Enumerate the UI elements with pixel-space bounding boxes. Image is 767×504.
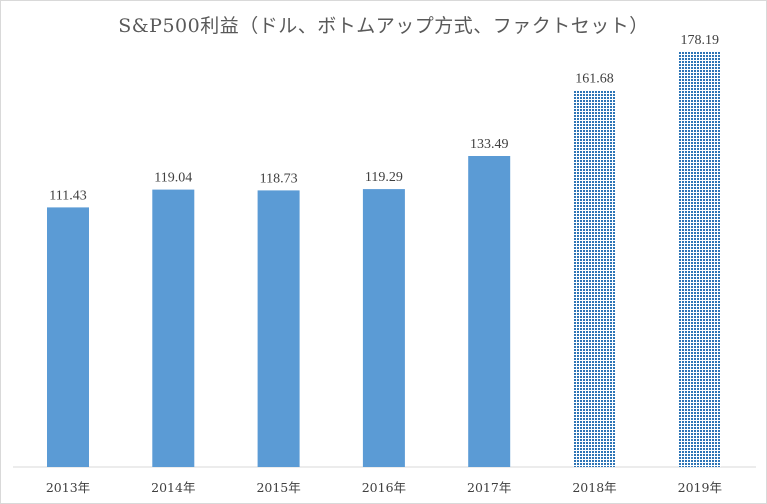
bar-2014年 bbox=[152, 189, 195, 467]
bar-2013年 bbox=[47, 207, 89, 467]
bar-2017年 bbox=[468, 156, 511, 467]
bar-2016年 bbox=[362, 189, 405, 467]
x-tick-label: 2018年 bbox=[572, 480, 616, 495]
data-label: 178.19 bbox=[681, 33, 720, 48]
x-tick-label: 2017年 bbox=[467, 480, 511, 495]
x-tick-label: 2014年 bbox=[151, 480, 195, 495]
data-label: 161.68 bbox=[575, 71, 614, 86]
data-label: 133.49 bbox=[470, 137, 509, 152]
x-tick-label: 2019年 bbox=[678, 480, 722, 495]
data-label: 119.29 bbox=[365, 170, 403, 185]
bar-2019年 bbox=[678, 51, 721, 468]
data-label: 118.73 bbox=[260, 171, 298, 186]
chart-title: S&P500利益（ドル、ボトムアップ方式、ファクトセット） bbox=[118, 15, 649, 37]
x-tick-label: 2016年 bbox=[362, 480, 406, 495]
x-tick-label: 2015年 bbox=[256, 480, 300, 495]
bar-2015年 bbox=[257, 190, 300, 467]
x-tick-label: 2013年 bbox=[46, 480, 90, 495]
bar-2018年 bbox=[573, 90, 616, 468]
data-label: 111.43 bbox=[49, 188, 86, 203]
data-label: 119.04 bbox=[154, 171, 192, 186]
